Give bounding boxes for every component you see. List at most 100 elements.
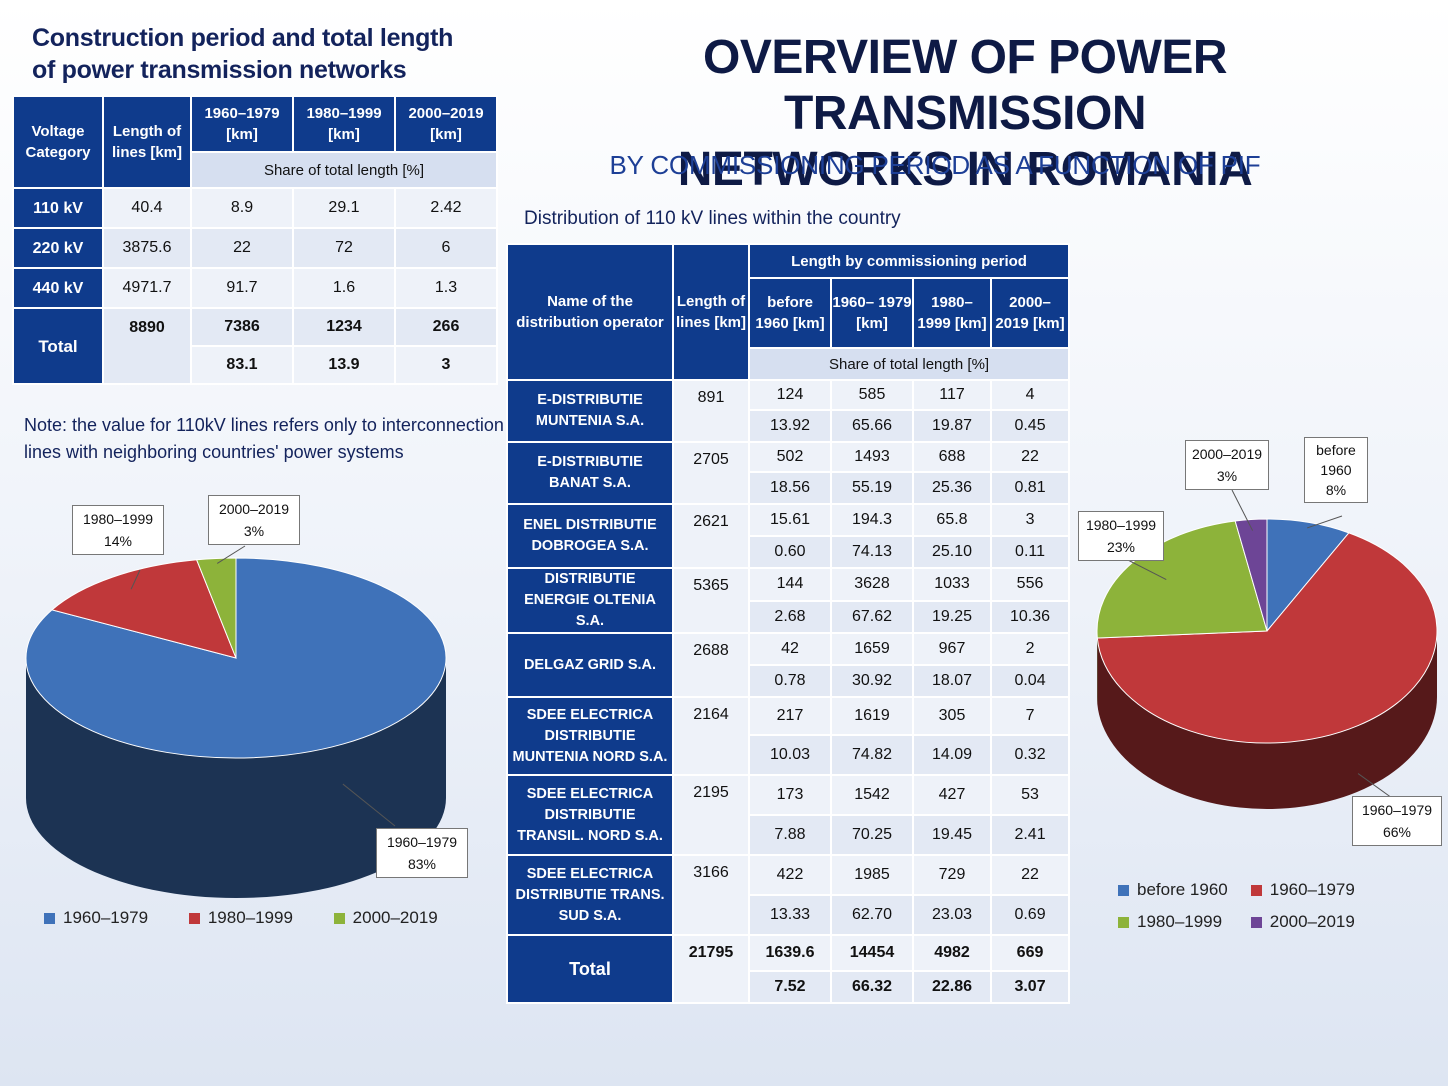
- table-row: DELGAZ GRID S.A. 2688 42 1659 967 2: [506, 632, 1071, 698]
- cell: 25.36: [912, 471, 992, 505]
- cell: 891: [672, 379, 750, 443]
- cell: 124: [748, 379, 832, 411]
- table-row: 440 kV 4971.7 91.7 1.6 1.3: [12, 267, 498, 309]
- cell: 0.32: [989, 734, 1071, 776]
- header-share: Share of total length [%]: [190, 151, 498, 189]
- legend-item: 2000–2019: [1250, 912, 1355, 931]
- legend-label: before 1960: [1137, 880, 1228, 899]
- operator-name: SDEE ELECTRICA DISTRIBUTIE TRANS. SUD S.…: [506, 854, 674, 936]
- legend-item: 2000–2019: [333, 908, 438, 927]
- main-title-line-2: NETWORKS IN ROMANIA: [677, 143, 1253, 196]
- cell: 422: [748, 854, 832, 896]
- cell: 7386: [190, 307, 294, 347]
- cell: 1985: [830, 854, 914, 896]
- pie2-slice-1960-1979: [1096, 532, 1438, 744]
- pie2-callout-1960-1979: 1960–1979 66%: [1352, 796, 1442, 846]
- main-title-line-1: OVERVIEW OF POWER TRANSMISSION: [703, 31, 1228, 140]
- operator-name: DELGAZ GRID S.A.: [506, 632, 674, 698]
- cell: 3: [394, 345, 498, 385]
- cell: 40.4: [102, 187, 192, 229]
- callout-label: 2000–2019: [1191, 446, 1263, 462]
- total-label: Total: [12, 307, 104, 385]
- cell: 8890: [102, 307, 192, 385]
- cell: 14.09: [912, 734, 992, 776]
- table-row: 110 kV 40.4 8.9 29.1 2.42: [12, 187, 498, 229]
- pie2-slice-2000-2019: [1234, 518, 1268, 632]
- cell: 0.60: [748, 535, 832, 569]
- callout-value: 3%: [243, 523, 265, 539]
- cell: 2.68: [748, 599, 832, 634]
- header-period-3: 2000–2019 [km]: [394, 95, 498, 153]
- table-share-row: 2.68 67.62 19.25 10.36: [507, 599, 1071, 634]
- cell: 18.56: [748, 471, 832, 505]
- pie2-leader-1: [1357, 773, 1393, 799]
- pie1-leader-2: [216, 545, 246, 564]
- legend-label: 2000–2019: [352, 908, 438, 927]
- cell: 74.13: [830, 535, 914, 569]
- cell: 6: [394, 227, 498, 269]
- callout-value: 83%: [407, 856, 437, 872]
- table-share-row: 0.78 30.92 18.07 0.04: [507, 664, 1071, 698]
- cell: 0.81: [989, 471, 1071, 505]
- operator-name: E-DISTRIBUTIE BANAT S.A.: [506, 441, 674, 505]
- cell: 25.10: [912, 535, 992, 569]
- header-group: Length by commissioning period: [747, 243, 1071, 279]
- cell: 266: [394, 307, 498, 347]
- note: Note: the value for 110kV lines refers o…: [24, 415, 504, 462]
- cell: 3: [989, 503, 1071, 537]
- cell: 5365: [672, 567, 750, 634]
- cell: 23.03: [912, 894, 992, 936]
- cell: 144: [748, 567, 832, 602]
- cell: 29.1: [292, 187, 396, 229]
- cell: 65.8: [912, 503, 992, 537]
- legend-swatch: [333, 913, 345, 925]
- cell: 729: [912, 854, 992, 896]
- cell: 42: [748, 632, 832, 666]
- row-label: 110 kV: [12, 187, 104, 229]
- cell: 967: [912, 632, 992, 666]
- cell: 13.9: [292, 345, 396, 385]
- cell: 10.03: [748, 734, 832, 776]
- distribution-caption: Distribution of 110 kV lines within the …: [524, 208, 901, 229]
- cell: 117: [912, 379, 992, 411]
- legend-row: 1980–1999 2000–2019: [1118, 906, 1438, 938]
- cell: 55.19: [830, 471, 914, 505]
- pie1-leader-0: [342, 783, 396, 827]
- callout-value: 14%: [103, 533, 133, 549]
- cell: 22.86: [912, 970, 992, 1004]
- cell: 305: [912, 696, 992, 736]
- cell: 4971.7: [102, 267, 192, 309]
- cell: 13.92: [748, 409, 832, 443]
- distribution-table: Name of the distribution operator Length …: [506, 243, 1071, 1004]
- cell: 66.32: [830, 970, 914, 1004]
- legend-item: 1960–1979: [44, 908, 148, 927]
- table-share-row: 13.33 62.70 23.03 0.69: [507, 894, 1071, 936]
- cell: 67.62: [830, 599, 914, 634]
- cell: 1.6: [292, 267, 396, 309]
- header-share: Share of total length [%]: [747, 347, 1071, 381]
- cell: 2164: [672, 696, 750, 776]
- cell: 53: [989, 774, 1071, 816]
- cell: 65.66: [830, 409, 914, 443]
- pie2-leader-3: [1231, 489, 1254, 531]
- legend-swatch: [1118, 917, 1129, 929]
- cell: 217: [748, 696, 832, 736]
- table-share-row: 13.92 65.66 19.87 0.45: [507, 409, 1071, 443]
- callout-label: before 1960: [1316, 442, 1356, 478]
- right-pie-chart: [1096, 489, 1438, 810]
- legend-label: 1960–1979: [63, 908, 149, 927]
- pie2-callout-before-1960: before 1960 8%: [1304, 437, 1368, 503]
- cell: 1493: [830, 441, 914, 473]
- row-label: 220 kV: [12, 227, 104, 269]
- table-share-row: 7.88 70.25 19.45 2.41: [507, 814, 1071, 856]
- pie1-side-0: [26, 658, 446, 898]
- left-title-line-2: of power transmission networks: [32, 56, 407, 84]
- cell: 2195: [672, 774, 750, 856]
- cell: 0.11: [989, 535, 1071, 569]
- header-period: 1960– 1979 [km]: [830, 277, 914, 349]
- callout-label: 2000–2019: [218, 501, 290, 517]
- table-row: DISTRIBUTIE ENERGIE OLTENIA S.A. 5365 144 3…: [506, 567, 1071, 634]
- pie2-legend: before 1960 1960–1979 1980–1999 2000–201…: [1118, 874, 1438, 938]
- cell: 7.52: [748, 970, 832, 1004]
- cell: 1659: [830, 632, 914, 666]
